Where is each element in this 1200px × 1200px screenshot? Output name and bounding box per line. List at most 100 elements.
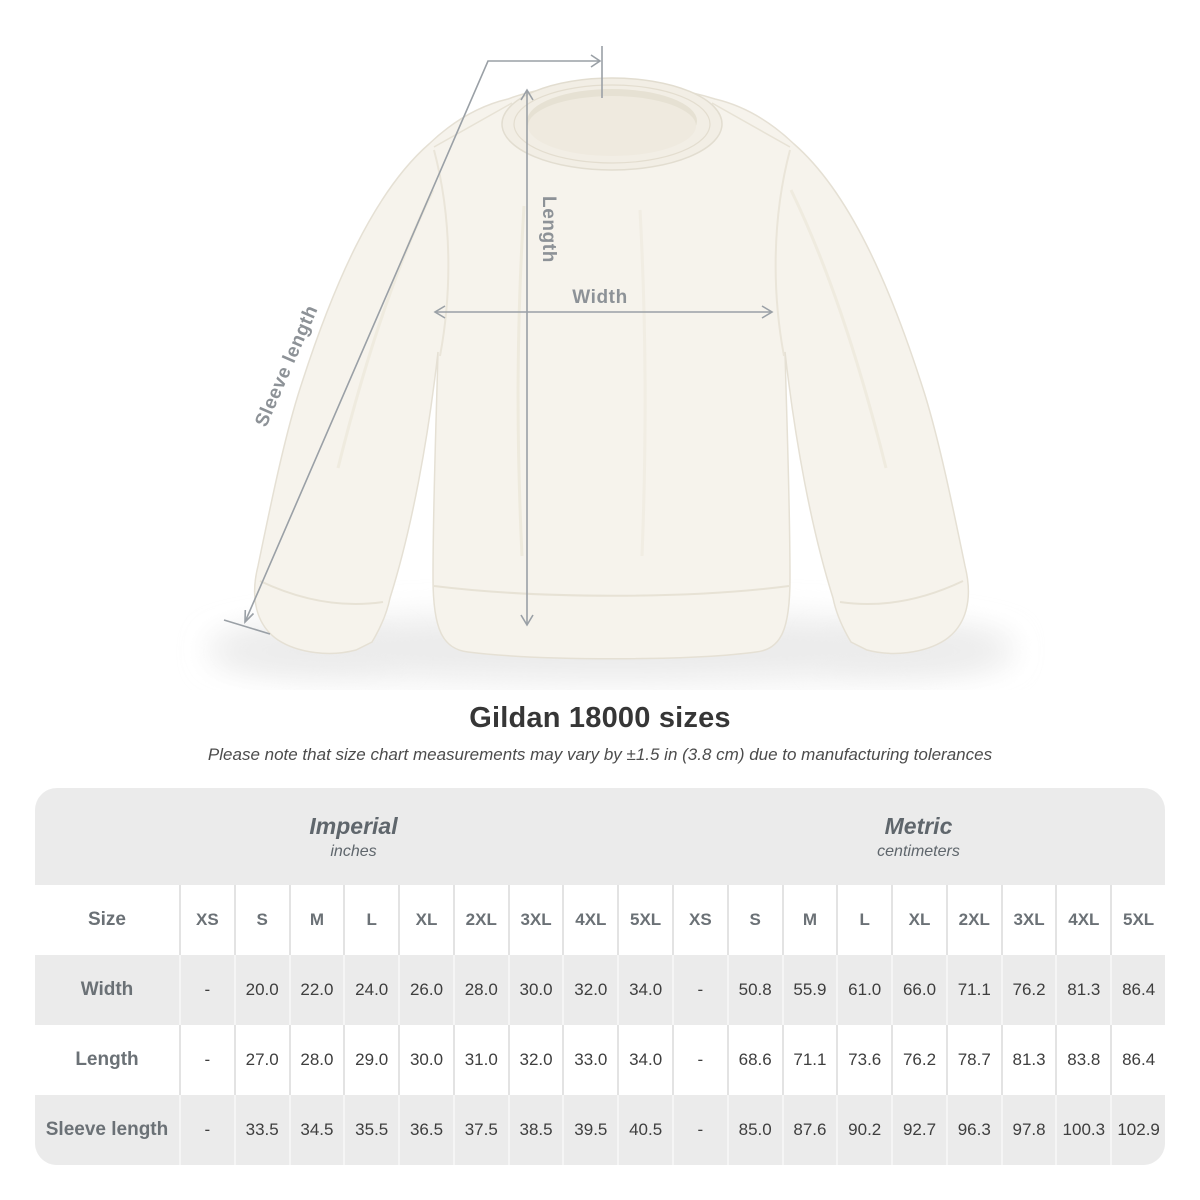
table-cell: 81.3 bbox=[1000, 1025, 1056, 1095]
size-col-header: XS bbox=[179, 885, 234, 955]
table-cell: 83.8 bbox=[1055, 1025, 1111, 1095]
row-header-width: Width bbox=[35, 955, 179, 1025]
table-cell: 20.0 bbox=[233, 955, 289, 1025]
table-cell: 90.2 bbox=[836, 1095, 892, 1165]
size-col-header: XL bbox=[891, 885, 946, 955]
table-cell: 34.0 bbox=[617, 1025, 672, 1095]
table-cell: 33.0 bbox=[562, 1025, 618, 1095]
collar bbox=[501, 77, 723, 171]
table-cell: 78.7 bbox=[945, 1025, 1001, 1095]
page-title: Gildan 18000 sizes bbox=[469, 702, 731, 734]
unit-group-subtitle: centimeters bbox=[877, 842, 960, 860]
sweatshirt-illustration bbox=[253, 77, 970, 660]
table-cell: 22.0 bbox=[288, 955, 344, 1025]
length-label: Length bbox=[538, 196, 559, 263]
size-col-header: 3XL bbox=[1000, 885, 1056, 955]
size-col-header: 5XL bbox=[617, 885, 672, 955]
table-cell: 27.0 bbox=[233, 1025, 289, 1095]
table-cell: 76.2 bbox=[891, 1025, 946, 1095]
table-cell: 30.0 bbox=[398, 1025, 453, 1095]
table-cell: 71.1 bbox=[781, 1025, 837, 1095]
width-arrow-left bbox=[433, 305, 446, 319]
table-cell: 28.0 bbox=[288, 1025, 344, 1095]
size-col-header: L bbox=[343, 885, 399, 955]
product-photo: Length Width Sleeve length bbox=[210, 46, 1012, 682]
table-cell: 66.0 bbox=[891, 955, 946, 1025]
table-cell: 32.0 bbox=[507, 1025, 563, 1095]
table-cell: 81.3 bbox=[1055, 955, 1111, 1025]
sleeve-length-line bbox=[244, 60, 600, 623]
table-cell: 87.6 bbox=[781, 1095, 837, 1165]
size-col-header: M bbox=[288, 885, 344, 955]
table-cell: 39.5 bbox=[562, 1095, 618, 1165]
table-cell: 32.0 bbox=[562, 955, 618, 1025]
table-cell: 37.5 bbox=[452, 1095, 508, 1165]
size-row-header: Size bbox=[35, 885, 179, 955]
table-cell: 40.5 bbox=[617, 1095, 672, 1165]
table-cell: 85.0 bbox=[726, 1095, 782, 1165]
table-cell: 55.9 bbox=[781, 955, 837, 1025]
cuff-tick bbox=[223, 619, 271, 635]
table-cell: 38.5 bbox=[507, 1095, 563, 1165]
size-col-header: 4XL bbox=[562, 885, 618, 955]
size-col-header: XL bbox=[398, 885, 453, 955]
table-cell: 96.3 bbox=[945, 1095, 1001, 1165]
table-cell: 86.4 bbox=[1110, 955, 1165, 1025]
table-cell: - bbox=[179, 955, 234, 1025]
table-cell: 97.8 bbox=[1000, 1095, 1056, 1165]
size-col-header: S bbox=[233, 885, 289, 955]
length-arrow-up bbox=[520, 88, 534, 101]
table-cell: 102.9 bbox=[1110, 1095, 1165, 1165]
width-label: Width bbox=[572, 287, 628, 308]
unit-group-subtitle: inches bbox=[330, 842, 377, 860]
table-cell: 36.5 bbox=[398, 1095, 453, 1165]
table-cell: 86.4 bbox=[1110, 1025, 1165, 1095]
table-cell: 26.0 bbox=[398, 955, 453, 1025]
row-header-length: Length bbox=[35, 1025, 179, 1095]
sleeve-arrow-bottom bbox=[244, 609, 255, 624]
table-cell: - bbox=[179, 1025, 234, 1095]
size-col-header: 2XL bbox=[945, 885, 1001, 955]
unit-group-title: Metric bbox=[884, 812, 953, 839]
table-cell: - bbox=[672, 1095, 727, 1165]
table-cell: 28.0 bbox=[452, 955, 508, 1025]
table-cell: - bbox=[179, 1095, 234, 1165]
unit-group-imperial: Imperial inches bbox=[35, 788, 672, 885]
table-cell: 35.5 bbox=[343, 1095, 399, 1165]
table-cell: 50.8 bbox=[726, 955, 782, 1025]
size-col-header: 3XL bbox=[507, 885, 563, 955]
table-cell: 24.0 bbox=[343, 955, 399, 1025]
table-cell: 92.7 bbox=[891, 1095, 946, 1165]
size-col-header: 2XL bbox=[452, 885, 508, 955]
length-arrow-down bbox=[520, 614, 534, 627]
table-cell: 76.2 bbox=[1000, 955, 1056, 1025]
table-cell: 33.5 bbox=[233, 1095, 289, 1165]
table-cell: 71.1 bbox=[945, 955, 1001, 1025]
table-cell: 73.6 bbox=[836, 1025, 892, 1095]
table-cell: - bbox=[672, 955, 727, 1025]
size-table: Imperial inches Metric centimeters Size … bbox=[35, 788, 1165, 1165]
table-cell: 34.0 bbox=[617, 955, 672, 1025]
size-col-header: 4XL bbox=[1055, 885, 1111, 955]
tolerance-note: Please note that size chart measurements… bbox=[207, 745, 993, 764]
table-cell: 31.0 bbox=[452, 1025, 508, 1095]
measurement-lines bbox=[223, 46, 774, 635]
table-cell: 34.5 bbox=[288, 1095, 344, 1165]
size-col-header: XS bbox=[672, 885, 727, 955]
row-header-sleeve-length: Sleeve length bbox=[35, 1095, 179, 1165]
table-cell: 30.0 bbox=[507, 955, 563, 1025]
width-arrow-right bbox=[761, 305, 774, 319]
size-col-header: M bbox=[781, 885, 837, 955]
sleeve-arrow-right bbox=[590, 54, 602, 68]
size-col-header: 5XL bbox=[1110, 885, 1165, 955]
table-cell: 29.0 bbox=[343, 1025, 399, 1095]
table-cell: 61.0 bbox=[836, 955, 892, 1025]
size-col-header: L bbox=[836, 885, 892, 955]
unit-group-title: Imperial bbox=[309, 812, 398, 839]
sweatshirt-diagram: Length Width Sleeve length bbox=[210, 46, 1012, 682]
size-col-header: S bbox=[726, 885, 782, 955]
table-cell: - bbox=[672, 1025, 727, 1095]
table-cell: 68.6 bbox=[726, 1025, 782, 1095]
table-cell: 100.3 bbox=[1055, 1095, 1111, 1165]
